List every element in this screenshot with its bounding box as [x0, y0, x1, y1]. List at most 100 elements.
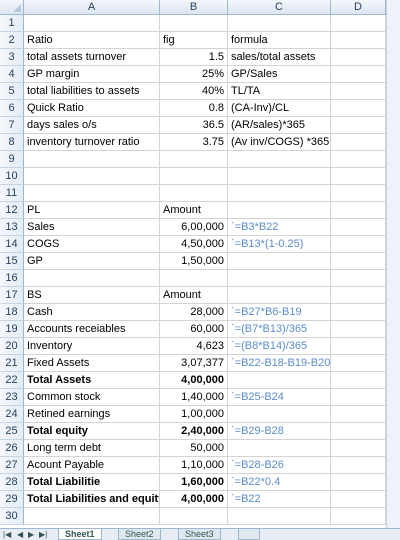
cell-c[interactable] [228, 406, 331, 423]
cell-d[interactable] [331, 474, 386, 491]
cell-d[interactable] [331, 32, 386, 49]
row-header[interactable]: 25 [0, 423, 24, 440]
cell-d[interactable] [331, 117, 386, 134]
cell-c[interactable] [228, 372, 331, 389]
row-header[interactable]: 13 [0, 219, 24, 236]
cell-a[interactable]: Cash [24, 304, 160, 321]
cell-a[interactable]: Retined earnings [24, 406, 160, 423]
row-header[interactable]: 17 [0, 287, 24, 304]
row-header[interactable]: 22 [0, 372, 24, 389]
cell-d[interactable] [331, 304, 386, 321]
cell-a[interactable]: Fixed Assets [24, 355, 160, 372]
cell-d[interactable] [331, 151, 386, 168]
cell-c[interactable]: `=B22 [228, 491, 331, 508]
cell-d[interactable] [331, 338, 386, 355]
cell-b[interactable] [160, 508, 228, 525]
cell-d[interactable] [331, 355, 386, 372]
cell-a[interactable]: Sales [24, 219, 160, 236]
row-header[interactable]: 30 [0, 508, 24, 525]
column-header-b[interactable]: B [160, 0, 228, 15]
tab-sheet3[interactable]: Sheet3 [178, 529, 221, 540]
tab-sheet1[interactable]: Sheet1 [58, 529, 102, 540]
cell-d[interactable] [331, 15, 386, 32]
cell-c[interactable]: (Av inv/COGS) *365 [228, 134, 331, 151]
row-header[interactable]: 4 [0, 66, 24, 83]
cell-c[interactable]: `=B28-B26 [228, 457, 331, 474]
cell-a[interactable]: Inventory [24, 338, 160, 355]
cell-a[interactable] [24, 168, 160, 185]
row-header[interactable]: 28 [0, 474, 24, 491]
row-header[interactable]: 23 [0, 389, 24, 406]
row-header[interactable]: 12 [0, 202, 24, 219]
cell-c[interactable]: TL/TA [228, 83, 331, 100]
row-header[interactable]: 11 [0, 185, 24, 202]
cell-a[interactable]: PL [24, 202, 160, 219]
cell-b[interactable]: 4,623 [160, 338, 228, 355]
cell-c[interactable]: (CA-Inv)/CL [228, 100, 331, 117]
row-header[interactable]: 7 [0, 117, 24, 134]
cell-b[interactable] [160, 270, 228, 287]
cell-b[interactable]: 28,000 [160, 304, 228, 321]
cell-c[interactable] [228, 253, 331, 270]
column-header-d[interactable]: D [331, 0, 386, 15]
cell-d[interactable] [331, 508, 386, 525]
cell-c[interactable] [228, 270, 331, 287]
row-header[interactable]: 26 [0, 440, 24, 457]
cell-a[interactable]: Total equity [24, 423, 160, 440]
cell-d[interactable] [331, 49, 386, 66]
cell-d[interactable] [331, 66, 386, 83]
cell-c[interactable]: `=B27*B6-B19 [228, 304, 331, 321]
cell-d[interactable] [331, 389, 386, 406]
cell-a[interactable]: COGS [24, 236, 160, 253]
cell-c[interactable] [228, 508, 331, 525]
cell-c[interactable] [228, 440, 331, 457]
cell-c[interactable]: GP/Sales [228, 66, 331, 83]
row-header[interactable]: 29 [0, 491, 24, 508]
cell-a[interactable]: Ratio [24, 32, 160, 49]
row-header[interactable]: 16 [0, 270, 24, 287]
cell-d[interactable] [331, 321, 386, 338]
cell-d[interactable] [331, 100, 386, 117]
cell-a[interactable]: Common stock [24, 389, 160, 406]
first-sheet-nav-icon[interactable]: |◀ [3, 530, 12, 539]
select-all-corner[interactable] [0, 0, 24, 15]
row-header[interactable]: 1 [0, 15, 24, 32]
cell-c[interactable]: `=(B8*B14)/365 [228, 338, 331, 355]
last-sheet-nav-icon[interactable]: ▶| [39, 530, 48, 539]
cell-a[interactable]: inventory turnover ratio [24, 134, 160, 151]
cell-b[interactable]: Amount [160, 202, 228, 219]
cell-b[interactable]: 25% [160, 66, 228, 83]
insert-sheet-icon[interactable] [238, 529, 260, 540]
cell-c[interactable]: `=B22*0.4 [228, 474, 331, 491]
row-header[interactable]: 18 [0, 304, 24, 321]
cell-c[interactable] [228, 15, 331, 32]
cell-a[interactable]: Accounts receiables [24, 321, 160, 338]
cell-d[interactable] [331, 185, 386, 202]
cell-a[interactable] [24, 270, 160, 287]
cell-b[interactable]: 4,00,000 [160, 372, 228, 389]
cell-d[interactable] [331, 83, 386, 100]
vertical-scrollbar[interactable] [386, 0, 400, 528]
cell-c[interactable]: `=B3*B22 [228, 219, 331, 236]
cell-d[interactable] [331, 253, 386, 270]
cell-b[interactable]: 6,00,000 [160, 219, 228, 236]
cell-b[interactable]: 60,000 [160, 321, 228, 338]
cell-d[interactable] [331, 457, 386, 474]
cell-d[interactable] [331, 491, 386, 508]
cell-b[interactable]: 4,00,000 [160, 491, 228, 508]
cell-c[interactable]: `=B22-B18-B19-B20 [228, 355, 331, 372]
cell-b[interactable]: 1,40,000 [160, 389, 228, 406]
cell-a[interactable]: days sales o/s [24, 117, 160, 134]
cell-b[interactable]: 1,10,000 [160, 457, 228, 474]
cell-b[interactable]: 1,50,000 [160, 253, 228, 270]
row-header[interactable]: 5 [0, 83, 24, 100]
cell-d[interactable] [331, 134, 386, 151]
cell-a[interactable]: total liabilities to assets [24, 83, 160, 100]
tab-sheet2[interactable]: Sheet2 [118, 529, 161, 540]
row-header[interactable]: 20 [0, 338, 24, 355]
cell-c[interactable]: `=B13*(1-0.25) [228, 236, 331, 253]
column-header-c[interactable]: C [228, 0, 331, 15]
column-header-a[interactable]: A [24, 0, 160, 15]
row-header[interactable]: 24 [0, 406, 24, 423]
cell-a[interactable]: Long term debt [24, 440, 160, 457]
